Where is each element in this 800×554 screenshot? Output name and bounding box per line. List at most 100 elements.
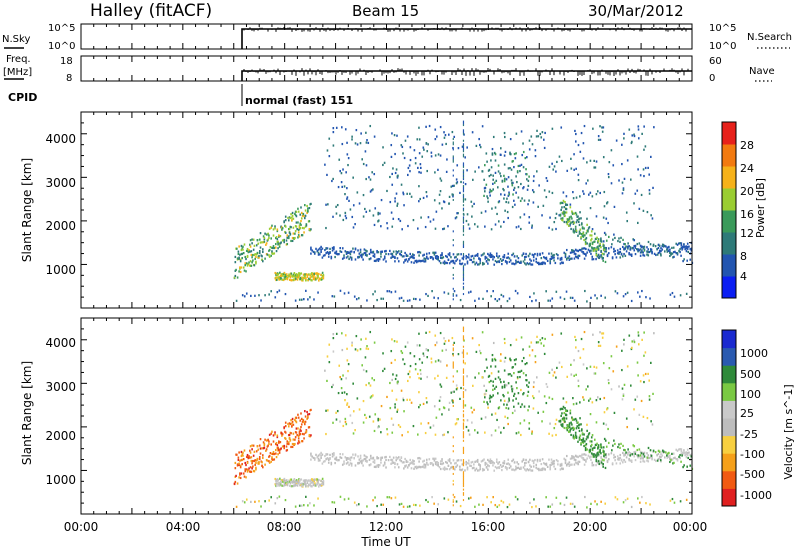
power-cell bbox=[576, 219, 579, 222]
velocity-cell bbox=[503, 395, 505, 398]
power-cell bbox=[241, 257, 243, 260]
velocity-cell bbox=[568, 461, 571, 464]
power-cell bbox=[597, 248, 600, 251]
velocity-cell bbox=[347, 363, 350, 366]
power-cell bbox=[291, 219, 293, 222]
power-cell bbox=[529, 262, 531, 265]
power-cell bbox=[464, 182, 467, 186]
power-cell bbox=[618, 251, 620, 254]
velocity-cell bbox=[643, 460, 646, 463]
velocity-cell bbox=[271, 452, 274, 456]
velocity-cell bbox=[362, 399, 365, 403]
power-cell bbox=[579, 150, 582, 153]
power-cell bbox=[401, 145, 404, 149]
velocity-cell bbox=[568, 464, 571, 468]
velocity-cell bbox=[278, 441, 280, 444]
power-cell bbox=[452, 294, 454, 297]
velocity-cell bbox=[236, 482, 239, 485]
power-cell bbox=[637, 291, 639, 294]
power-cell bbox=[502, 255, 504, 258]
power-cell bbox=[658, 251, 661, 254]
velocity-cell bbox=[455, 461, 457, 465]
power-cell bbox=[579, 228, 582, 231]
power-cell bbox=[602, 156, 605, 159]
velocity-cell bbox=[383, 463, 386, 466]
power-cell bbox=[347, 163, 349, 167]
power-cell bbox=[338, 158, 341, 161]
velocity-cell bbox=[489, 458, 492, 461]
power-cell bbox=[530, 259, 532, 262]
velocity-cell bbox=[474, 469, 476, 472]
velocity-cell bbox=[462, 446, 465, 449]
power-cell bbox=[239, 253, 241, 256]
power-cell bbox=[322, 273, 325, 277]
velocity-cell bbox=[322, 483, 325, 486]
power-cell bbox=[266, 253, 269, 256]
velocity-cell bbox=[267, 438, 269, 441]
power-cell bbox=[402, 299, 405, 302]
velocity-cell bbox=[596, 396, 599, 399]
velocity-cell bbox=[549, 505, 552, 508]
velocity-cell bbox=[502, 461, 504, 464]
velocity-cell bbox=[413, 467, 415, 470]
velocity-cell bbox=[287, 442, 290, 446]
velocity-cell bbox=[366, 460, 368, 463]
velocity-cell bbox=[311, 480, 314, 483]
power-cell bbox=[574, 211, 577, 215]
velocity-cell bbox=[276, 484, 278, 487]
velocity-cell bbox=[362, 459, 364, 462]
power-cell bbox=[340, 181, 343, 184]
power-cell bbox=[587, 230, 589, 233]
velocity-cell bbox=[443, 497, 446, 500]
velocity-cell bbox=[462, 413, 465, 416]
velocity-cell bbox=[620, 459, 623, 462]
power-cell bbox=[591, 228, 594, 231]
velocity-cell bbox=[448, 339, 450, 342]
velocity-cell bbox=[686, 451, 689, 455]
velocity-cell bbox=[573, 458, 576, 461]
velocity-cell bbox=[621, 368, 623, 372]
velocity-cell bbox=[459, 468, 461, 471]
velocity-cell bbox=[590, 502, 592, 505]
velocity-cell bbox=[600, 461, 603, 464]
power-cell bbox=[374, 290, 376, 293]
power-cell bbox=[283, 271, 286, 275]
power-cell bbox=[532, 201, 535, 204]
power-cell bbox=[673, 295, 676, 298]
power-cell bbox=[397, 260, 400, 263]
velocity-cell bbox=[509, 372, 511, 376]
velocity-cell bbox=[586, 448, 588, 451]
power-cell bbox=[392, 167, 394, 170]
power-cell bbox=[494, 206, 497, 209]
velocity-cell bbox=[354, 454, 357, 457]
velocity-cell bbox=[647, 460, 650, 463]
power-cell bbox=[397, 250, 400, 253]
velocity-cell bbox=[658, 457, 661, 460]
velocity-cell bbox=[520, 467, 522, 470]
velocity-cell bbox=[593, 446, 596, 449]
velocity-cell bbox=[492, 394, 495, 397]
velocity-cell bbox=[278, 495, 281, 498]
power-cell bbox=[633, 133, 635, 136]
velocity-cell bbox=[373, 459, 376, 462]
power-cell bbox=[585, 232, 588, 235]
power-cell bbox=[387, 253, 390, 256]
power-cell bbox=[462, 172, 465, 175]
power-cell bbox=[368, 252, 371, 256]
power-cell bbox=[456, 258, 459, 261]
velocity-cell bbox=[537, 469, 540, 472]
power-cell bbox=[262, 250, 264, 253]
power-cell bbox=[646, 246, 648, 249]
velocity-cell bbox=[647, 446, 650, 450]
power-cell bbox=[284, 215, 287, 218]
velocity-cell bbox=[484, 461, 487, 464]
velocity-cell bbox=[648, 456, 651, 460]
power-cell bbox=[492, 188, 495, 191]
velocity-cell bbox=[532, 385, 535, 389]
power-cell bbox=[301, 276, 303, 279]
velocity-cell bbox=[516, 386, 518, 390]
velocity-cell bbox=[345, 462, 348, 465]
power-cell bbox=[525, 168, 527, 171]
velocity-cell bbox=[297, 440, 300, 443]
power-cell bbox=[539, 252, 541, 255]
